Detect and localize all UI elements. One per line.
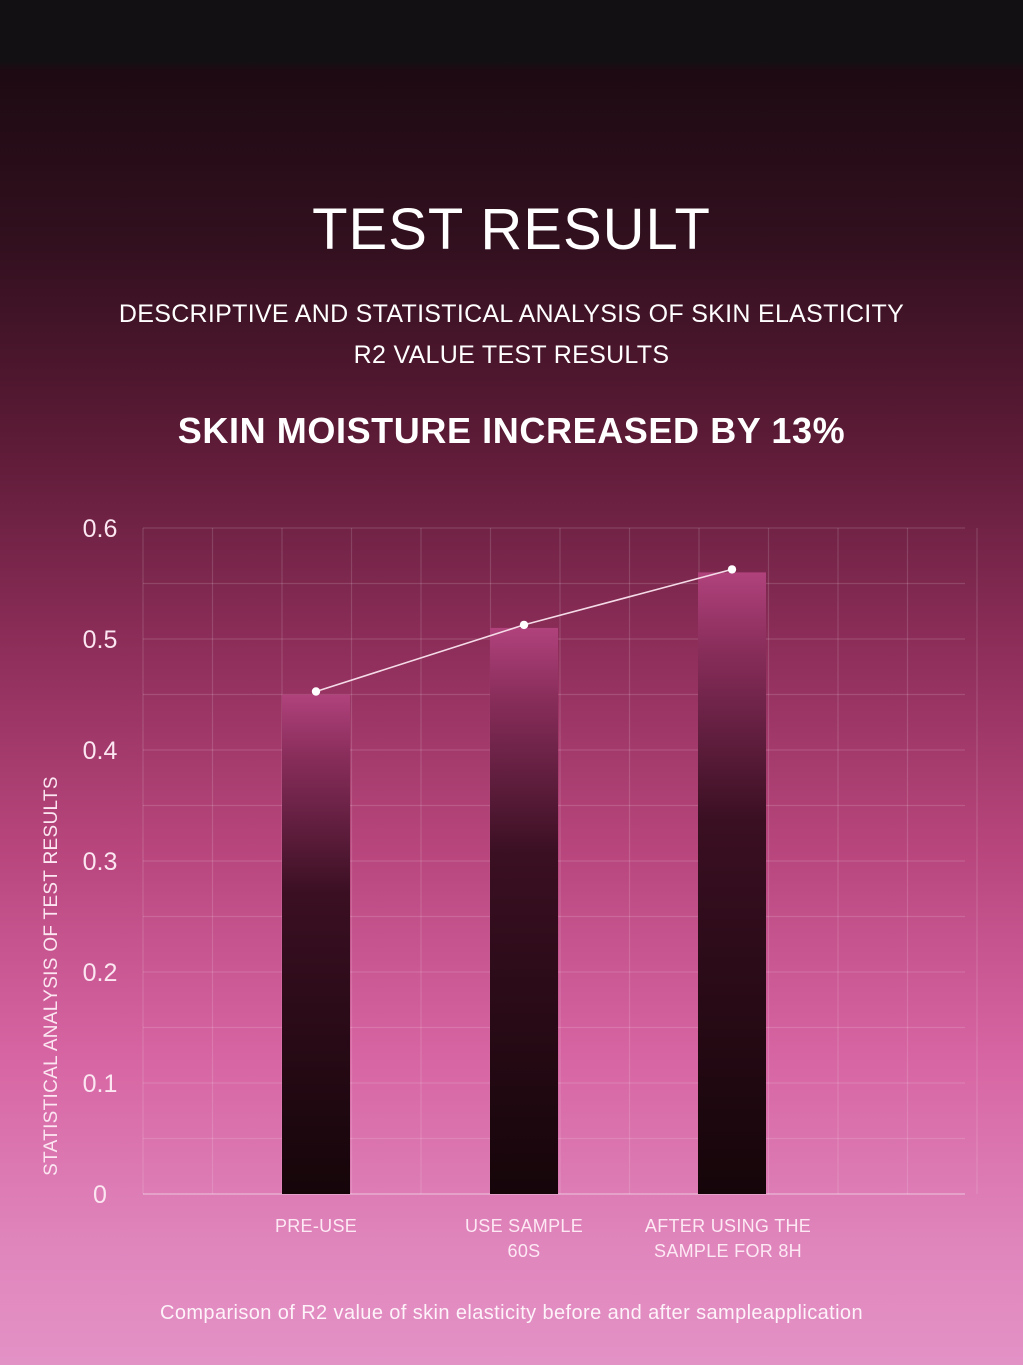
chart-bars — [282, 572, 766, 1194]
chart-trend-line — [311, 565, 737, 696]
y-tick-label: 0.2 — [83, 959, 118, 987]
chart-caption: Comparison of R2 value of skin elasticit… — [160, 1302, 863, 1324]
y-tick-label: 0.5 — [83, 626, 118, 654]
bar — [282, 694, 350, 1194]
x-tick-label: USE SAMPLE 60S — [465, 1216, 583, 1261]
trend-marker — [311, 687, 321, 696]
x-axis-ticks: PRE-USE USE SAMPLE 60S AFTER USING THE SAMPL… — [275, 1216, 811, 1261]
y-tick-label: 0.1 — [83, 1070, 118, 1098]
chart-grid — [142, 527, 978, 1195]
headline-result: SKIN MOISTURE INCREASED BY 13% — [177, 410, 846, 451]
y-axis-ticks: 0 0.1 0.2 0.3 0.4 0.5 0.6 — [83, 515, 118, 1209]
bar — [490, 627, 558, 1194]
y-tick-label: 0.4 — [83, 737, 118, 765]
y-tick-label: 0.3 — [83, 848, 118, 876]
trend-marker — [519, 620, 529, 630]
y-tick-label: 0.6 — [83, 515, 118, 543]
x-tick-label: AFTER USING THE SAMPLE FOR 8H — [645, 1216, 811, 1261]
bar — [698, 572, 766, 1194]
page-subtitle: DESCRIPTIVE AND STATISTICAL ANALYSIS OF … — [0, 294, 1023, 376]
y-tick-label: 0 — [93, 1181, 107, 1209]
subtitle-line-1: DESCRIPTIVE AND STATISTICAL ANALYSIS OF … — [118, 300, 905, 328]
subtitle-line-2: R2 VALUE TEST RESULTS — [353, 341, 670, 369]
trend-marker — [727, 565, 737, 574]
x-tick-label: PRE-USE — [275, 1216, 357, 1236]
y-axis-label: STATISTICAL ANALYSIS OF TEST RESULTS — [41, 776, 62, 1176]
page-title: TEST RESULT — [312, 197, 711, 262]
